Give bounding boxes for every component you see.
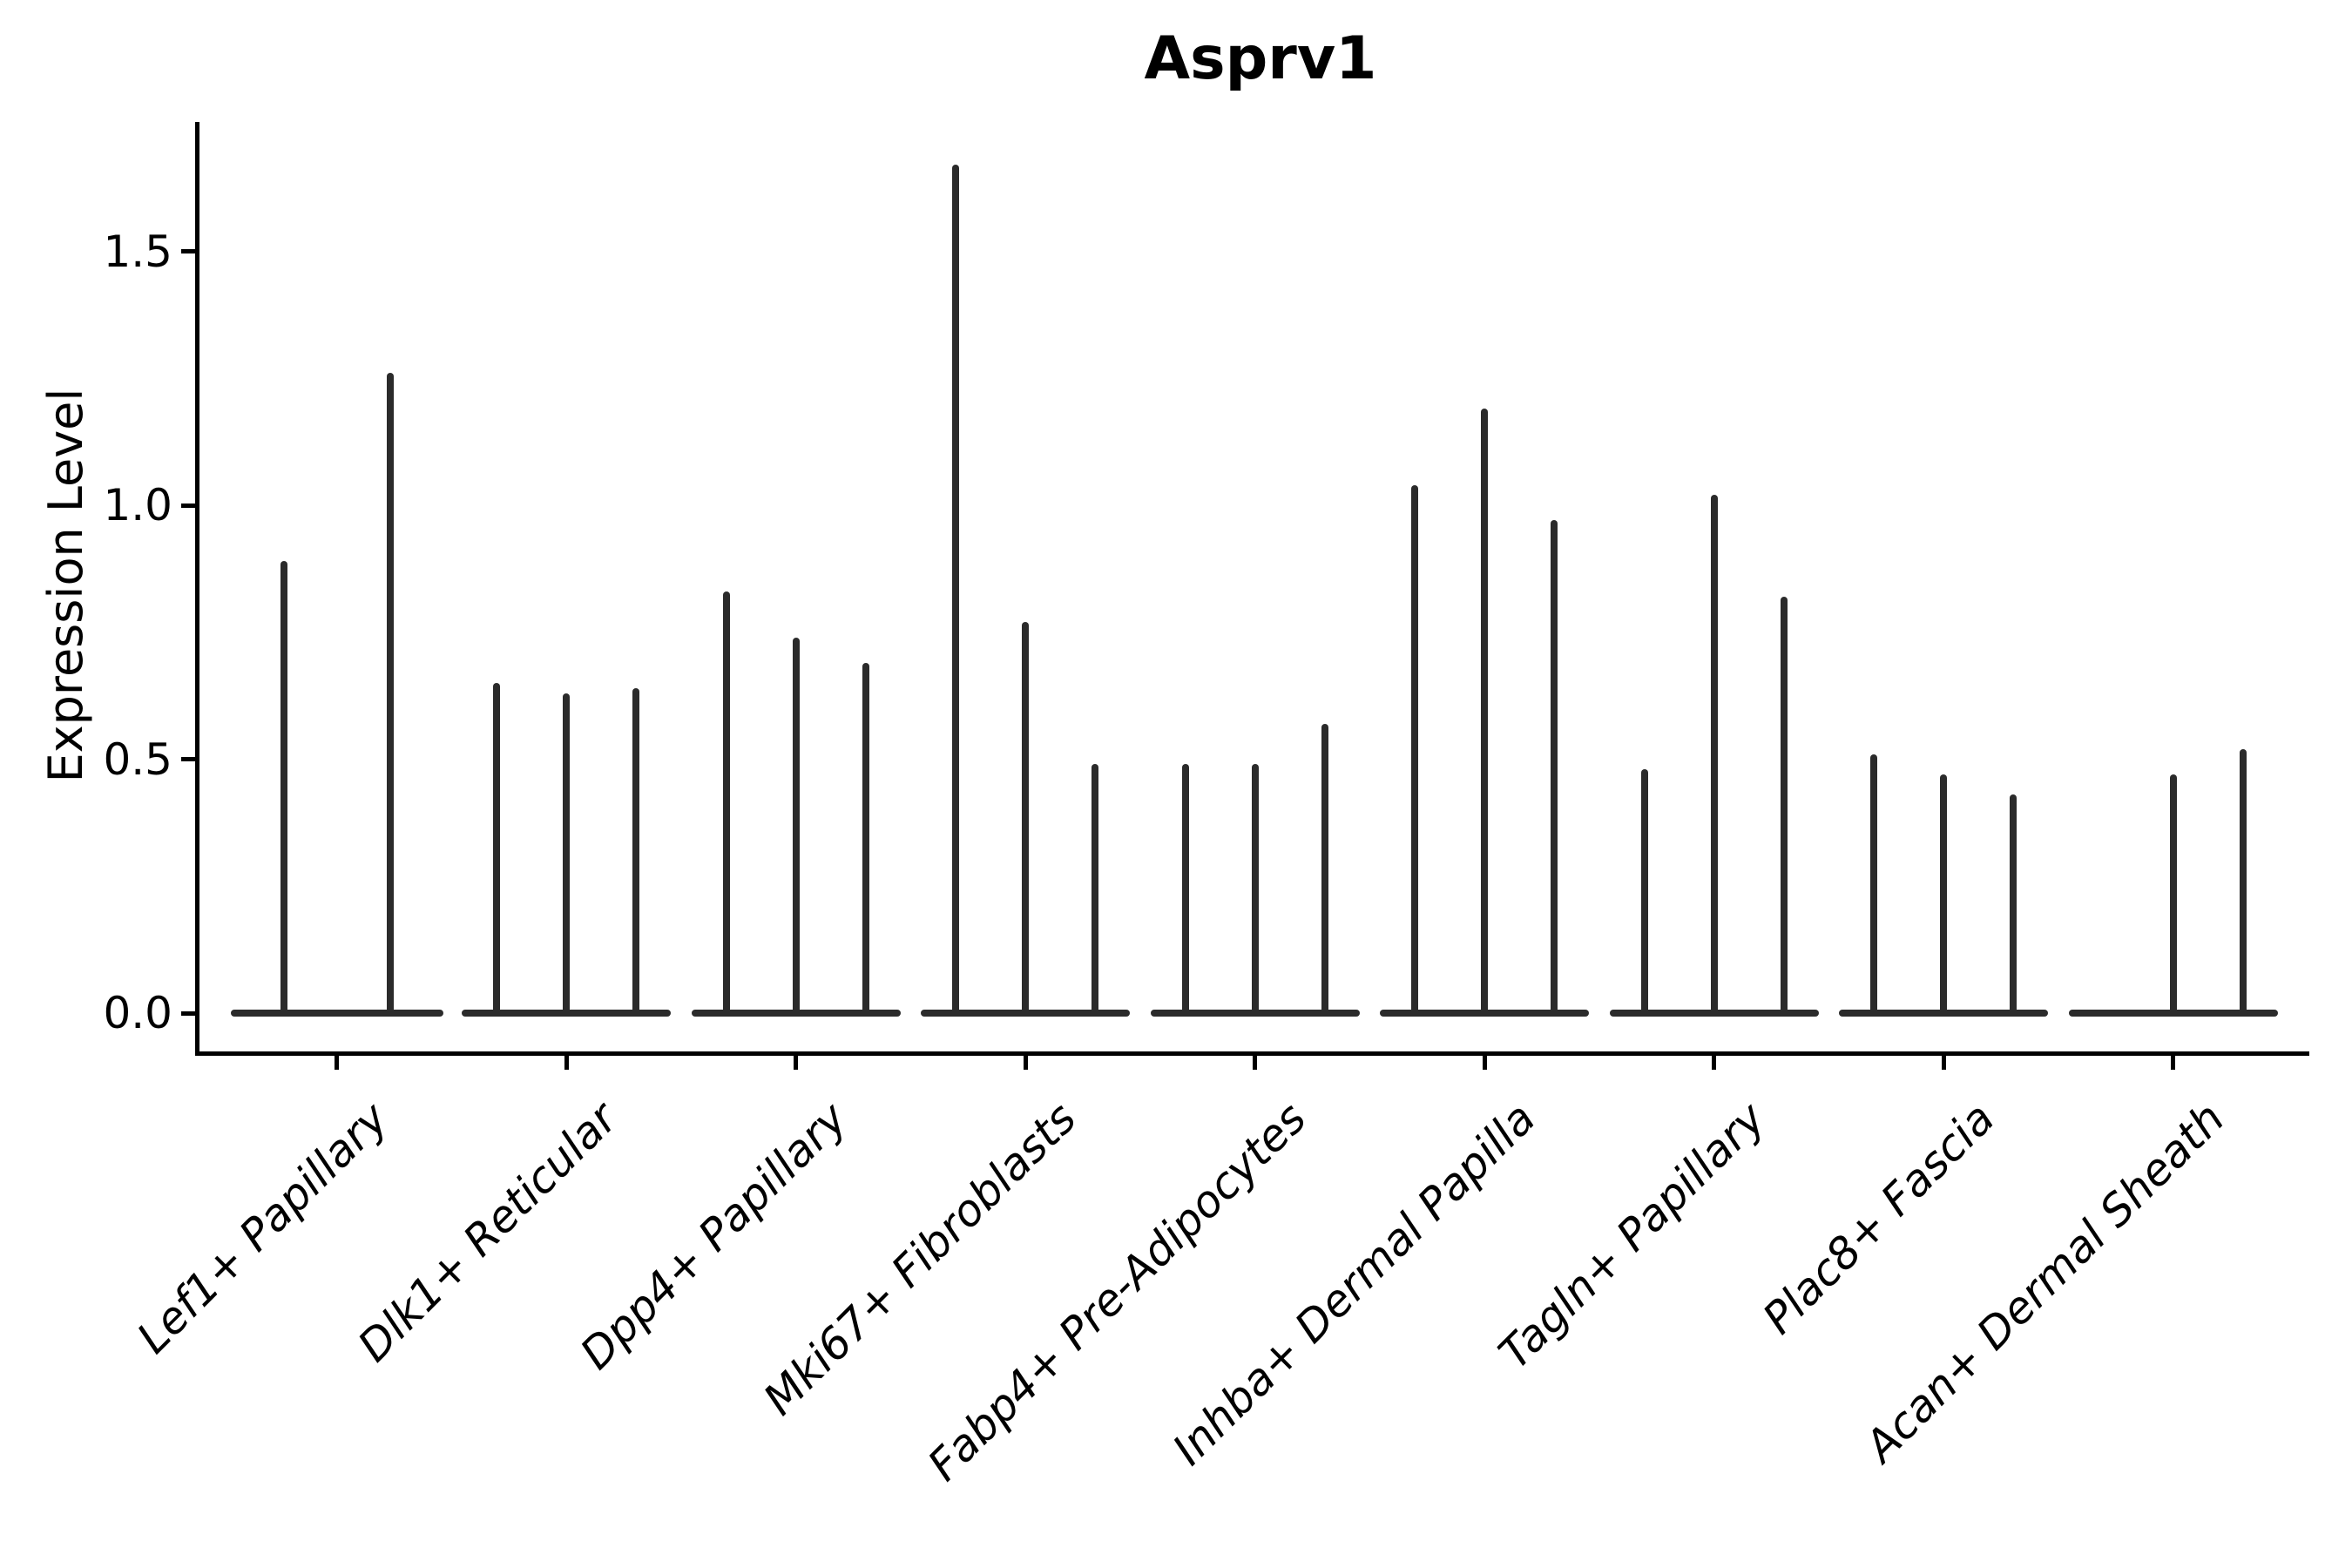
x-tick-mark	[1482, 1056, 1487, 1070]
y-axis-title-text: Expression Level	[38, 388, 93, 783]
violin-spike	[1251, 764, 1259, 1017]
plot-title: Asprv1	[1144, 24, 1377, 93]
y-tick-label: 1.5	[103, 226, 172, 277]
violin-spike	[792, 637, 800, 1017]
violin-spike	[1181, 764, 1189, 1017]
violin-spike	[1022, 622, 1029, 1017]
y-tick-label: 1.0	[103, 480, 172, 531]
violin-spike	[1640, 769, 1648, 1017]
violin-spike	[862, 662, 869, 1017]
violin-spike	[1411, 484, 1418, 1017]
violin-baseline	[230, 1010, 443, 1017]
x-tick-label-text: Plac8+ Fascia	[1753, 1092, 2004, 1344]
x-tick-mark	[335, 1056, 339, 1070]
violin-spike	[1870, 754, 1877, 1017]
violin-spike	[1551, 520, 1558, 1017]
violin-spike	[280, 561, 287, 1017]
violin-spike	[1940, 774, 1947, 1017]
x-tick-mark	[2171, 1056, 2175, 1070]
violin-spike	[563, 693, 570, 1017]
y-tick-mark	[181, 757, 195, 761]
y-axis-line	[195, 122, 199, 1056]
violin-spike	[1710, 495, 1718, 1017]
x-tick-mark	[794, 1056, 798, 1070]
x-tick-label-text: Fabp4+ Pre-Adipocytes	[917, 1092, 1316, 1491]
violin-spike	[386, 373, 394, 1017]
y-tick-label: 0.5	[103, 733, 172, 785]
y-tick-mark	[181, 1010, 195, 1016]
y-tick-label: 0.0	[103, 988, 172, 1038]
x-axis-line	[195, 1051, 2309, 1056]
violin-spike	[722, 591, 730, 1017]
violin-spike	[493, 683, 500, 1017]
violin-spike	[1481, 409, 1488, 1017]
x-tick-mark	[564, 1056, 569, 1070]
y-tick-mark	[181, 503, 195, 508]
x-tick-mark	[1712, 1056, 1716, 1070]
x-tick-label-text: Lef1+ Papillary	[126, 1092, 398, 1363]
violin-spike	[952, 165, 959, 1017]
violin-spike	[1321, 723, 1328, 1017]
violin-spike	[2010, 794, 2017, 1017]
violin-spike	[2169, 774, 2177, 1017]
x-tick-mark	[1023, 1056, 1028, 1070]
x-tick-mark	[1253, 1056, 1257, 1070]
violin-spike	[632, 687, 639, 1017]
violin-spike	[1092, 764, 1098, 1017]
violin-spike	[2239, 748, 2247, 1017]
violin-spike	[1780, 596, 1788, 1017]
y-tick-mark	[181, 249, 195, 253]
x-tick-mark	[1941, 1056, 1946, 1070]
